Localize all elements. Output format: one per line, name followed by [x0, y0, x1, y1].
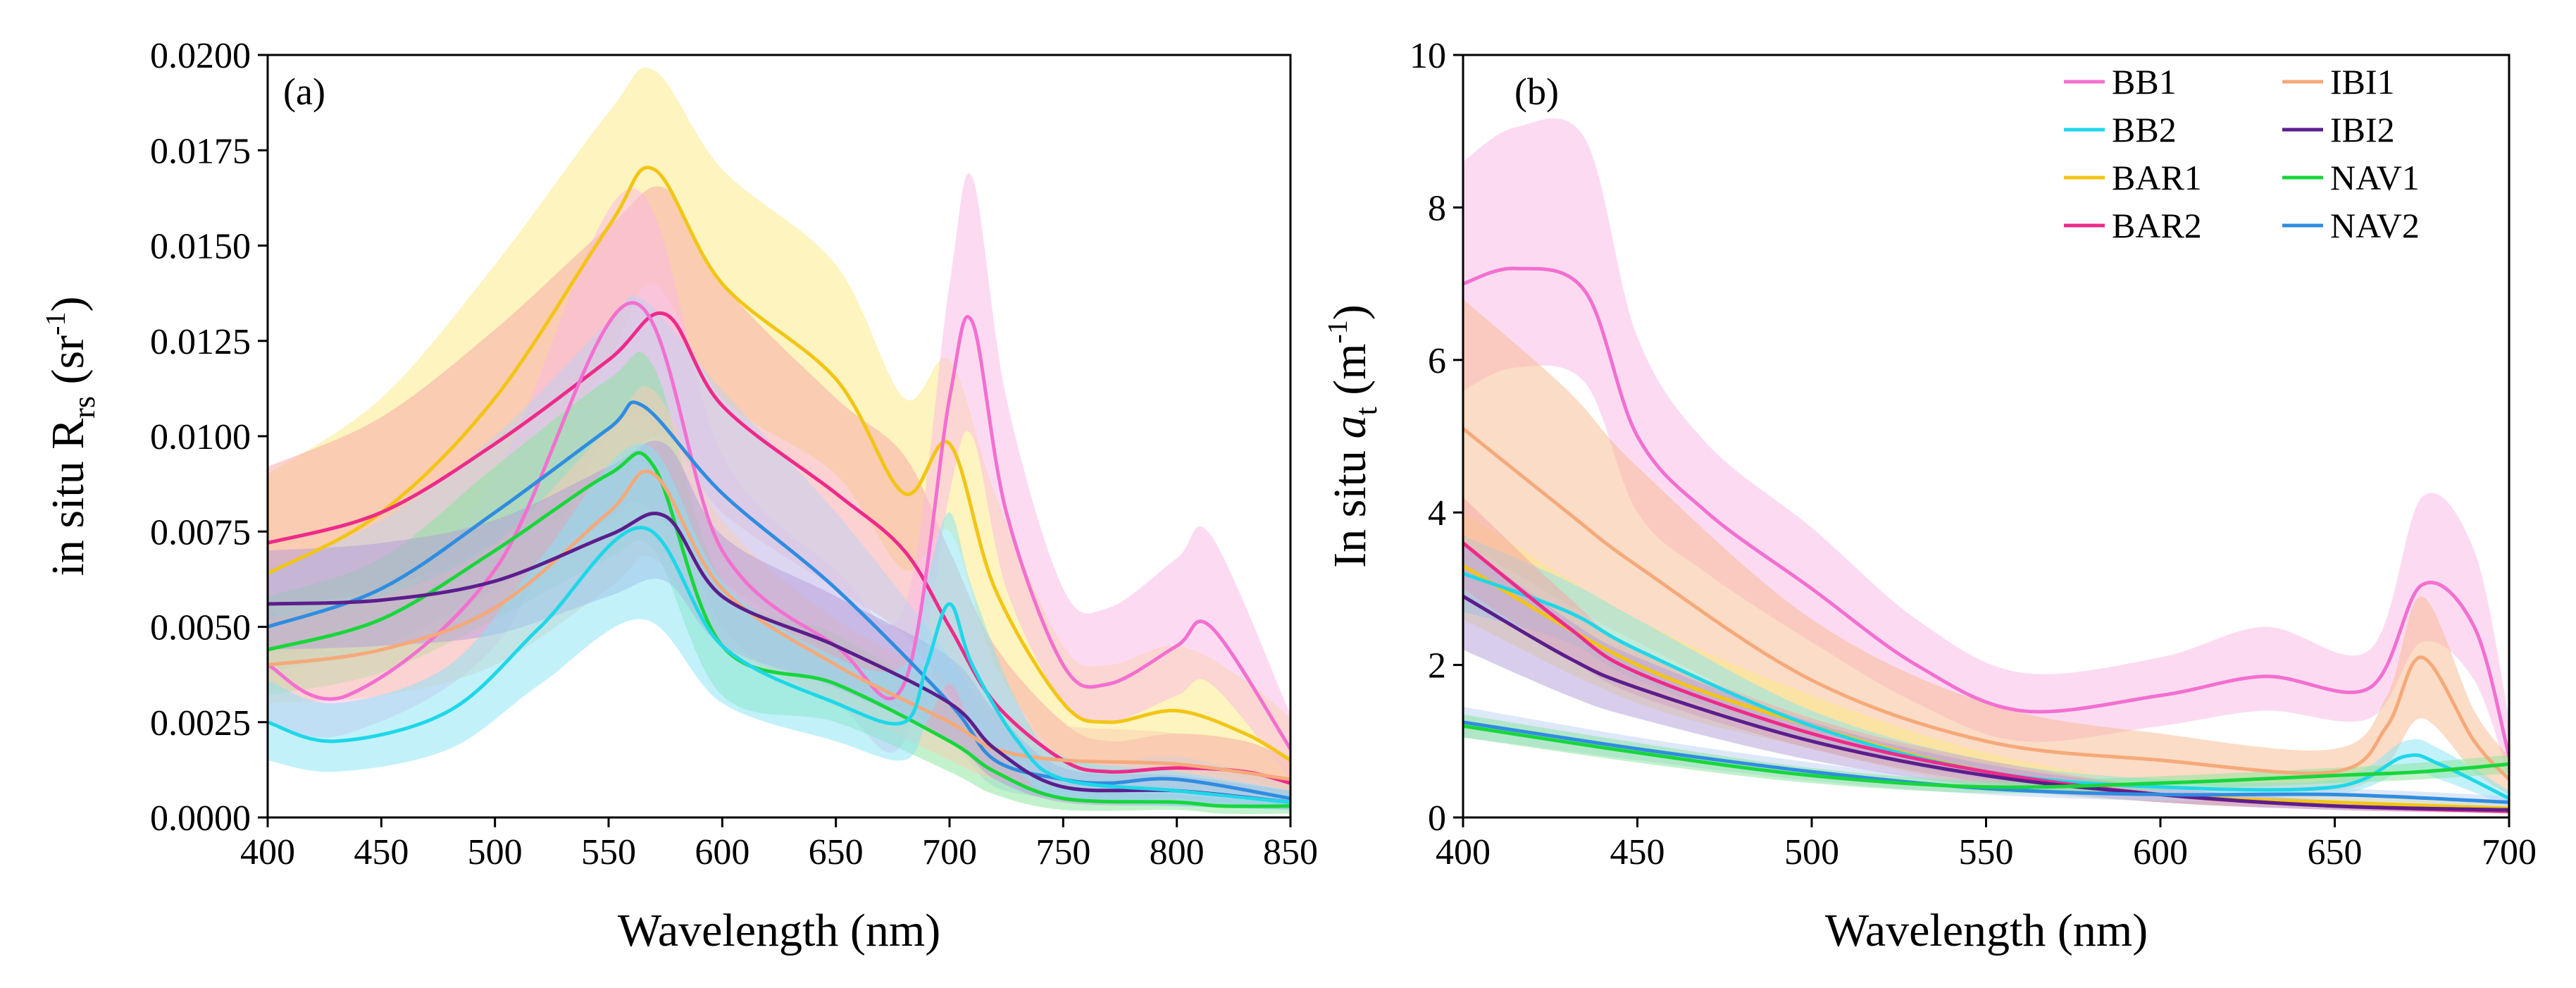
x-tick-label: 600 — [2133, 832, 2188, 872]
x-tick-label: 400 — [240, 832, 295, 872]
y-tick-label: 0.0075 — [150, 512, 251, 552]
panel-a-y-axis-title-sub: rs — [67, 396, 101, 419]
x-tick-label: 400 — [1436, 832, 1491, 872]
legend-label: NAV1 — [2330, 158, 2420, 197]
series-line-bb1 — [1463, 266, 2509, 758]
y-tick-label: 0.0100 — [150, 417, 251, 457]
band-bb1 — [1463, 118, 2509, 779]
y-tick-label: 0.0175 — [150, 131, 251, 171]
panel-a-y-axis-title-sup: -1 — [39, 312, 71, 335]
x-tick-label: 450 — [354, 832, 409, 872]
panel-a-y-ticks: 0.0000 0.0025 0.0050 0.0075 0.0100 0.0125 0.01… — [150, 36, 268, 839]
series-line-bb2 — [268, 526, 1290, 804]
panel-a-y-axis-title: in situ Rrs (sr-1) — [39, 297, 101, 576]
band-nav1 — [268, 352, 1290, 814]
band-ibi2 — [1463, 543, 2509, 813]
panel-a-y-axis-title-unit: (sr — [42, 335, 94, 396]
panel-b-legend: BB1 BB2 BAR1 BAR2 IBI1 IBI2 NAV1 NAV2 — [2064, 62, 2420, 245]
panel-a-x-ticks: 400 450 500 550 600 650 700 750 800 850 — [240, 817, 1318, 872]
x-tick-label: 600 — [695, 832, 749, 872]
panel-b-chart: 400 450 500 550 600 650 700 0 2 4 6 8 10 (b) Wavele… — [1321, 36, 2537, 956]
series-line-bar2 — [268, 311, 1290, 785]
legend-label: BB1 — [2112, 62, 2177, 101]
series-line-nav1 — [268, 451, 1290, 808]
legend-item-bb1: BB1 — [2064, 62, 2177, 101]
panel-b-y-axis-title-unit: (m — [1324, 343, 1376, 407]
legend-item-ibi2: IBI2 — [2282, 110, 2395, 149]
panel-a-lines — [268, 166, 1290, 808]
legend-label: IBI1 — [2330, 62, 2395, 101]
y-tick-label: 0.0125 — [150, 322, 251, 362]
x-tick-label: 700 — [2482, 832, 2537, 872]
series-line-ibi2 — [1463, 594, 2509, 812]
y-tick-label: 0.0000 — [150, 798, 251, 839]
x-tick-label: 500 — [1784, 832, 1839, 872]
y-tick-label: 0.0025 — [150, 703, 251, 743]
x-tick-label: 650 — [2308, 832, 2363, 872]
y-tick-label: 6 — [1428, 341, 1446, 381]
x-tick-label: 550 — [581, 832, 636, 872]
panel-b-y-ticks: 0 2 4 6 8 10 — [1410, 36, 1463, 839]
panel-b-y-axis-title-sub: t — [1349, 407, 1383, 415]
panel-a-bands — [268, 68, 1290, 814]
panel-a-y-axis-title-close: ) — [42, 297, 94, 312]
x-tick-label: 700 — [922, 832, 977, 872]
panel-b-x-axis-title: Wavelength (nm) — [1825, 905, 2148, 956]
legend-item-bb2: BB2 — [2064, 110, 2177, 149]
legend-label: IBI2 — [2330, 110, 2395, 149]
y-tick-label: 2 — [1428, 646, 1446, 686]
panel-b-y-axis-title-prefix: In situ — [1324, 439, 1376, 568]
band-nav1 — [1463, 714, 2509, 794]
panel-b-y-axis-title-sup: -1 — [1321, 320, 1353, 343]
panel-a-chart: 400 450 500 550 600 650 700 750 800 850 0.00000.0… — [39, 36, 1318, 956]
y-tick-label: 8 — [1428, 188, 1446, 228]
series-line-nav2 — [268, 400, 1290, 801]
x-tick-label: 650 — [809, 832, 864, 872]
panel-a-x-axis-title: Wavelength (nm) — [618, 905, 940, 956]
legend-item-nav2: NAV2 — [2282, 206, 2420, 245]
series-line-nav1 — [1463, 724, 2509, 789]
legend-item-nav1: NAV1 — [2282, 158, 2420, 197]
legend-label: BB2 — [2112, 110, 2177, 149]
series-line-ibi1 — [1463, 426, 2509, 782]
legend-label: NAV2 — [2330, 206, 2420, 245]
panel-b-lines — [1463, 266, 2509, 813]
legend-item-bar2: BAR2 — [2064, 206, 2202, 245]
panel-a-y-axis-title-prefix: in situ R — [42, 419, 94, 576]
y-tick-label: 0.0200 — [150, 36, 251, 76]
x-tick-label: 550 — [1959, 832, 2014, 872]
panel-b-y-axis-title: In situ at (m-1) — [1321, 304, 1383, 568]
series-line-ibi2 — [268, 511, 1290, 804]
panel-b-y-axis-title-close: ) — [1324, 304, 1376, 320]
x-tick-label: 850 — [1263, 832, 1318, 872]
y-tick-label: 4 — [1428, 493, 1446, 533]
x-tick-label: 750 — [1035, 832, 1090, 872]
band-bb1 — [268, 173, 1290, 779]
x-tick-label: 800 — [1150, 832, 1205, 872]
legend-label: BAR2 — [2112, 206, 2202, 245]
series-line-bar1 — [268, 166, 1290, 762]
series-line-bb1 — [268, 301, 1290, 751]
x-tick-label: 500 — [468, 832, 523, 872]
panel-b-x-ticks: 400 450 500 550 600 650 700 — [1436, 817, 2537, 872]
y-tick-label: 0 — [1428, 798, 1446, 839]
legend-label: BAR1 — [2112, 158, 2202, 197]
series-line-ibi1 — [268, 469, 1290, 782]
panel-b-y-axis-title-italic: a — [1324, 416, 1376, 439]
y-tick-label: 10 — [1410, 36, 1446, 76]
legend-item-bar1: BAR1 — [2064, 158, 2202, 197]
panel-b-tag: (b) — [1514, 70, 1559, 113]
legend-item-ibi1: IBI1 — [2282, 62, 2395, 101]
x-tick-label: 450 — [1610, 832, 1665, 872]
y-tick-label: 0.0050 — [150, 608, 251, 648]
y-tick-label: 0.0150 — [150, 227, 251, 267]
panel-a-tag: (a) — [283, 70, 325, 113]
